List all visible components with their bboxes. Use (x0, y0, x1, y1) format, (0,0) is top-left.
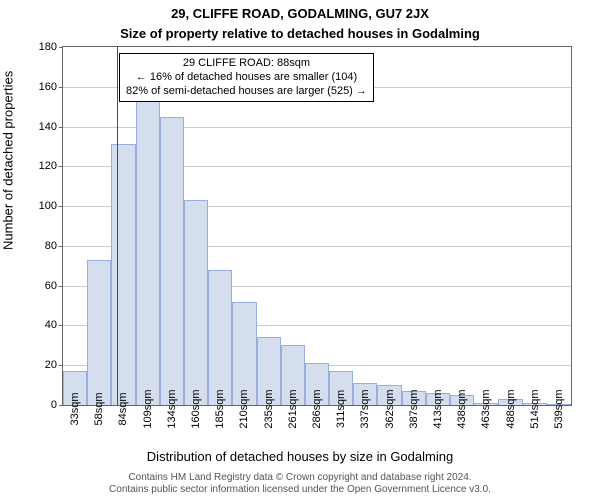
x-tick-label: 286sqm (311, 389, 323, 428)
histogram-bar (136, 101, 160, 405)
y-tick-mark (59, 166, 63, 167)
x-tick-label: 438sqm (456, 389, 468, 428)
x-tick-label: 185sqm (214, 389, 226, 428)
x-tick-label: 311sqm (335, 390, 347, 428)
histogram-bar (184, 200, 208, 405)
y-tick-mark (59, 405, 63, 406)
footer-line1: Contains HM Land Registry data © Crown c… (128, 472, 471, 483)
y-tick-mark (59, 246, 63, 247)
x-tick-label: 109sqm (142, 389, 154, 428)
x-tick-label: 235sqm (263, 389, 275, 428)
marker-line (117, 47, 118, 405)
chart-title-line1: 29, CLIFFE ROAD, GODALMING, GU7 2JX (0, 6, 600, 21)
y-tick-mark (59, 286, 63, 287)
histogram-bar (160, 117, 184, 405)
x-tick-label: 463sqm (480, 389, 492, 428)
plot-area: 02040608010012014016018033sqm58sqm84sqm1… (62, 46, 572, 406)
footer: Contains HM Land Registry data © Crown c… (0, 472, 600, 496)
x-tick-label: 33sqm (69, 392, 81, 425)
y-axis-label: Number of detached properties (1, 71, 16, 250)
chart-title-line2: Size of property relative to detached ho… (0, 26, 600, 41)
y-tick-mark (59, 47, 63, 48)
x-tick-label: 160sqm (190, 389, 202, 428)
annotation-line1: 29 CLIFFE ROAD: 88sqm (126, 57, 367, 71)
histogram-bar (208, 270, 232, 405)
x-tick-label: 387sqm (408, 389, 420, 428)
x-tick-label: 84sqm (117, 392, 129, 425)
annotation-line2: ← 16% of detached houses are smaller (10… (126, 71, 367, 85)
x-tick-label: 261sqm (287, 389, 299, 428)
x-tick-label: 362sqm (384, 389, 396, 428)
x-tick-label: 210sqm (238, 389, 250, 428)
y-tick-mark (59, 365, 63, 366)
histogram-bar (87, 260, 111, 405)
y-tick-label: 20 (45, 359, 57, 371)
y-tick-label: 120 (39, 160, 57, 172)
x-tick-label: 514sqm (529, 389, 541, 428)
y-tick-mark (59, 206, 63, 207)
histogram-bar (111, 144, 135, 405)
annotation-box: 29 CLIFFE ROAD: 88sqm← 16% of detached h… (119, 53, 374, 102)
x-axis-label: Distribution of detached houses by size … (0, 449, 600, 464)
y-tick-label: 180 (39, 41, 57, 53)
x-tick-label: 58sqm (93, 392, 105, 425)
x-tick-label: 539sqm (553, 389, 565, 428)
y-tick-mark (59, 325, 63, 326)
x-tick-label: 413sqm (432, 389, 444, 428)
annotation-line3: 82% of semi-detached houses are larger (… (126, 85, 367, 99)
footer-line2: Contains public sector information licen… (109, 484, 491, 495)
y-tick-label: 80 (45, 240, 57, 252)
x-tick-label: 134sqm (166, 389, 178, 428)
y-tick-label: 60 (45, 280, 57, 292)
y-tick-label: 100 (39, 200, 57, 212)
x-tick-label: 488sqm (505, 389, 517, 428)
y-tick-label: 40 (45, 319, 57, 331)
y-tick-mark (59, 127, 63, 128)
y-tick-label: 140 (39, 121, 57, 133)
y-tick-label: 160 (39, 81, 57, 93)
y-tick-mark (59, 87, 63, 88)
y-tick-label: 0 (51, 399, 57, 411)
x-tick-label: 337sqm (359, 389, 371, 428)
